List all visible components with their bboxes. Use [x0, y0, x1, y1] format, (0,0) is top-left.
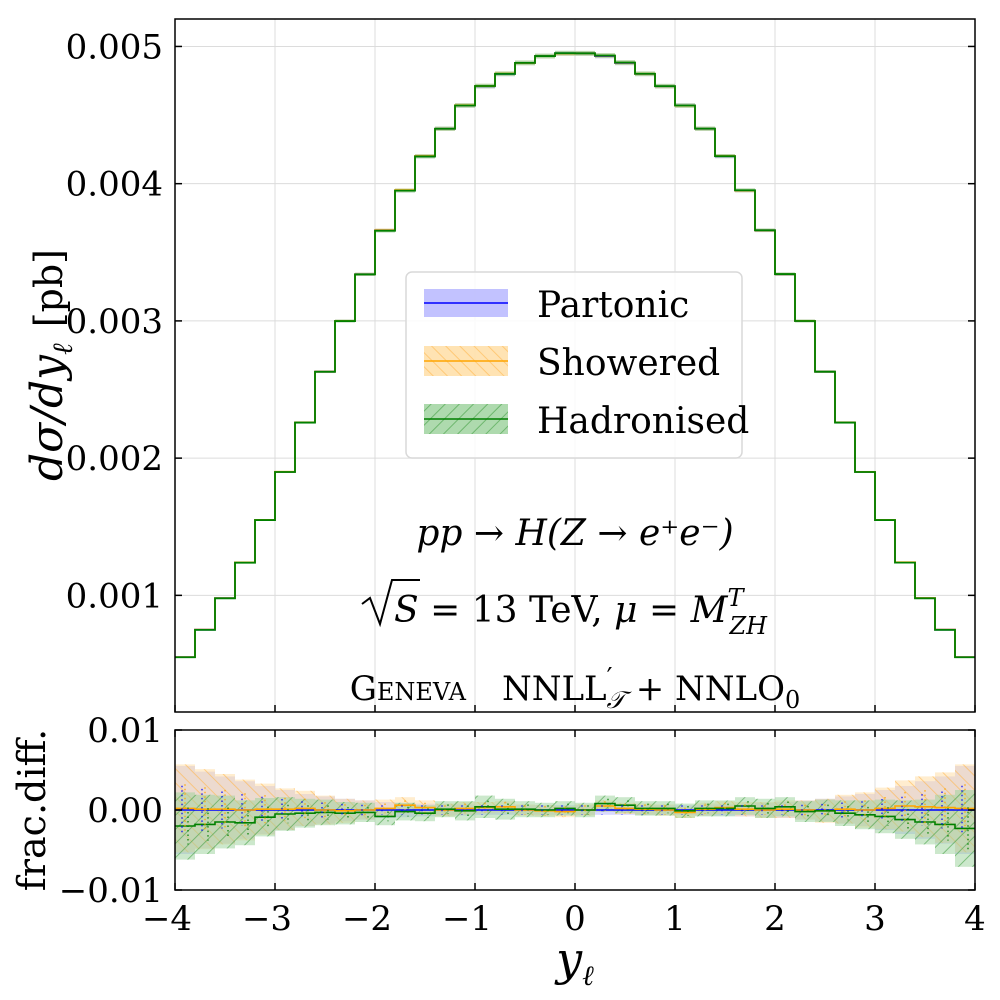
main-ticks: 0.001 0.002 0.003 0.004 0.005: [66, 27, 976, 712]
accuracy-prime: ′: [607, 663, 613, 693]
y-tick-label: 0.002: [66, 439, 163, 479]
ratio-y-tick-label: −0.01: [59, 871, 163, 911]
energy-mid: = 13 TeV,: [419, 590, 614, 631]
energy-annotation: S = 13 TeV, μ = MT ZH: [361, 579, 768, 640]
ratio-y-tick-label: 0.00: [87, 791, 163, 831]
y-axis-label-sub: ℓ: [46, 343, 79, 355]
mu-sup: T: [727, 584, 745, 612]
main-lines: [175, 52, 975, 659]
x-tick-label: −4: [142, 899, 192, 939]
process-right: H(Z → e⁺e⁻): [514, 513, 733, 554]
generator-name: Geneva: [350, 669, 467, 709]
x-tick-label: 4: [964, 899, 986, 939]
y-axis-label: dσ/dyℓ [pb]: [22, 249, 79, 481]
x-tick-label: 0: [564, 899, 586, 939]
legend-label-partonic: Partonic: [537, 285, 689, 326]
y-tick-label: 0.005: [66, 27, 163, 67]
legend-label-showered: Showered: [537, 343, 720, 384]
energy-lhs: S: [394, 590, 419, 631]
sqrt-symbol: [361, 579, 420, 628]
y-axis-label-main: dσ/dy: [22, 354, 73, 481]
x-tick-labels: −4 −3 −2 −1 0 1 2 3 4: [142, 730, 986, 939]
ratio-y-axis-label: frac.diff.: [10, 729, 54, 891]
x-tick-label: −2: [342, 899, 392, 939]
x-axis-label: yℓ: [554, 932, 594, 992]
x-tick-label: −3: [242, 899, 292, 939]
process-arrow: →: [462, 513, 515, 554]
x-tick-label: −1: [442, 899, 492, 939]
legend-label-hadronised: Hadronised: [537, 401, 749, 442]
ratio-lines: [175, 784, 975, 850]
process-left: pp: [416, 513, 462, 554]
x-axis-label-main: y: [554, 932, 583, 986]
x-tick-label: 2: [764, 899, 786, 939]
y-tick-label: 0.003: [66, 302, 163, 342]
legend-entry-hadronised: Hadronised: [424, 401, 749, 442]
x-axis-label-sub: ℓ: [582, 959, 594, 992]
legend-entry-showered: Showered: [424, 343, 720, 384]
ratio-ticks: −0.01 0.00 0.01: [59, 711, 975, 911]
legend: Partonic Showered Hadronised: [405, 271, 749, 459]
mu-symbol: μ: [614, 590, 637, 631]
ratio-line-hadronised: [175, 802, 975, 830]
energy-text: S = 13 TeV, μ = MT ZH: [394, 584, 768, 640]
accuracy-b: + NNLO: [625, 669, 785, 709]
mu-M: M: [690, 590, 729, 631]
ratio-y-tick-label: 0.01: [87, 711, 163, 751]
mu-sub: ZH: [728, 612, 768, 640]
mu-eq: =: [638, 590, 691, 631]
x-tick-label: 3: [864, 899, 886, 939]
accuracy-zero: 0: [785, 686, 800, 714]
y-axis-label-unit: [pb]: [27, 249, 71, 327]
y-tick-label: 0.001: [66, 576, 163, 616]
x-tick-label: 1: [664, 899, 686, 939]
process-annotation: pp → H(Z → e⁺e⁻): [416, 513, 733, 554]
legend-entry-partonic: Partonic: [424, 285, 689, 326]
generator-annotation: Geneva NNLL′ 𝒯 + NNLO0: [350, 663, 801, 714]
series-line-hadronised: [175, 52, 975, 659]
y-tick-label: 0.004: [66, 165, 163, 205]
accuracy-a: NNLL: [502, 669, 607, 709]
